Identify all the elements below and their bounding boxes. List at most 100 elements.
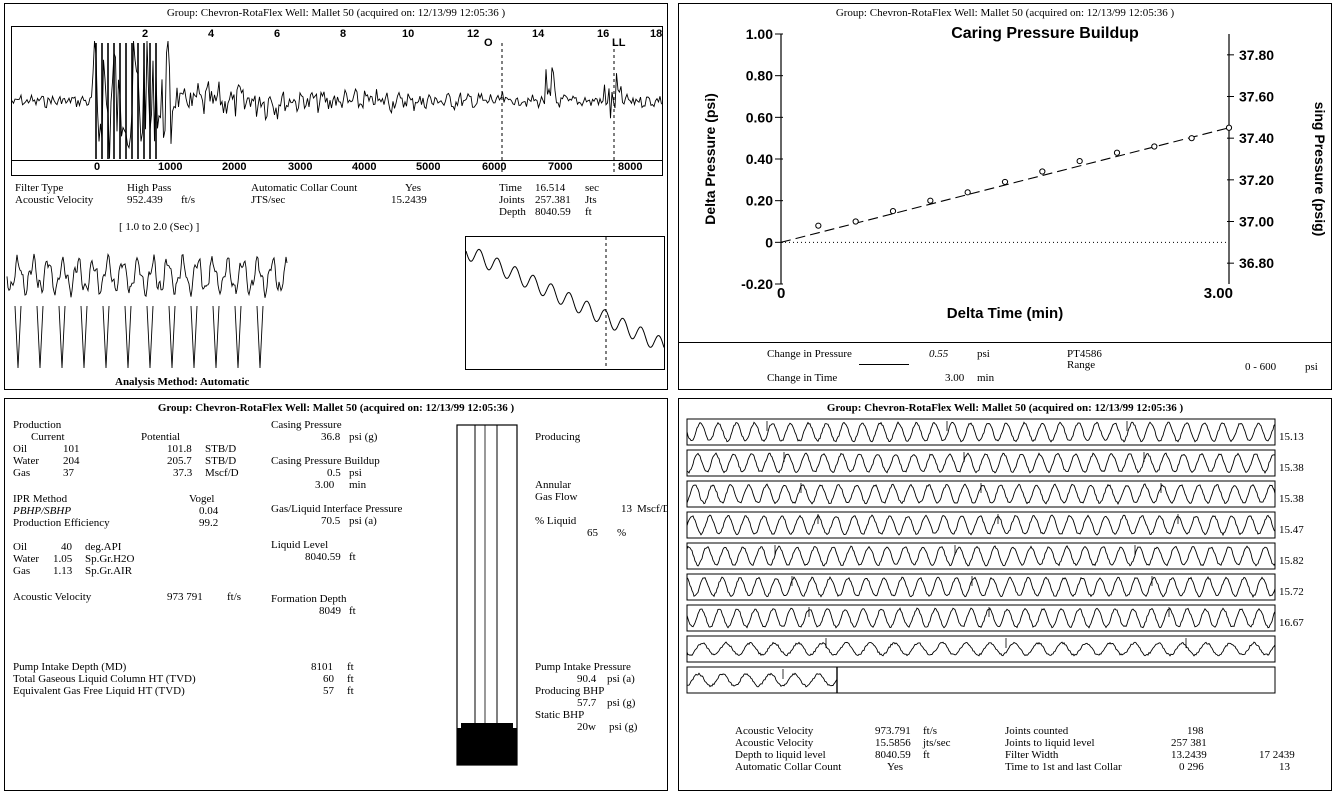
oil-potential: 101.8 (167, 443, 192, 455)
depth-label: Depth (499, 206, 526, 218)
egfl-value: 57 (323, 685, 334, 697)
range-unit: psi (1305, 361, 1318, 373)
zoom-spike (58, 305, 66, 369)
pbhp-label: PBHP/SBHP (13, 505, 72, 517)
oil-current: 101 (63, 443, 80, 455)
change-pressure-label: Change in Pressure (767, 348, 852, 360)
annular-label: Annular (535, 479, 572, 491)
acoustic-velocity-label: Acoustic Velocity (15, 194, 94, 206)
fluid-oil-unit: deg.API (85, 541, 122, 553)
y-tick-label: 1.00 (746, 26, 773, 42)
eff-label: Production Efficiency (13, 517, 110, 529)
detail-waveform (465, 248, 665, 348)
bottom-tick: 1000 (158, 161, 183, 173)
data-point (964, 189, 971, 196)
footer-jtl-value: 257 381 (1171, 737, 1207, 749)
depth-value: 8040.59 (535, 206, 571, 218)
joint-strip (686, 604, 1276, 632)
buildup-label: Casing Pressure Buildup (271, 455, 380, 467)
buildup-min-unit: min (349, 479, 367, 491)
top-tick-row: 2 4 6 8 10 12 14 16 18 (12, 28, 662, 42)
zoom-spike (256, 305, 264, 369)
production-panel-header: Group: Chevron-RotaFlex Well: Mallet 50 … (157, 402, 515, 414)
buildup-psi: 0.5 (327, 467, 341, 479)
change-time-unit: min (977, 372, 995, 384)
joint-traces-panel: Group: Chevron-RotaFlex Well: Mallet 50 … (678, 398, 1332, 791)
formation-depth-label: Formation Depth (271, 593, 347, 605)
glip-unit: psi (a) (349, 515, 377, 527)
liquid-level-value: 8040.59 (305, 551, 341, 563)
bottom-tick: 4000 (352, 161, 377, 173)
fluid-gas-value: 1.13 (53, 565, 73, 577)
gas-flow-label: Gas Flow (535, 491, 578, 503)
zoom-spike (190, 305, 198, 369)
change-pressure-value: 0.55 (929, 348, 949, 360)
filter-type-label: Filter Type (15, 182, 64, 194)
detail-trace-plot (465, 237, 665, 369)
footer-jtl-label: Joints to liquid level (1005, 737, 1095, 749)
bottom-tick: 7000 (548, 161, 573, 173)
depth-unit: ft (585, 206, 592, 218)
acoustic-waveform (11, 40, 662, 159)
zoom-trace-plot (6, 253, 288, 369)
av-label: Acoustic Velocity (13, 591, 92, 603)
gas-potential: 37.3 (173, 467, 193, 479)
bottom-tick: 2000 (222, 161, 247, 173)
joint-row-value: 15.38 (1279, 493, 1304, 505)
water-current: 204 (63, 455, 80, 467)
pressure-buildup-chart: Caring Pressure Buildup-0.2000.200.400.6… (702, 25, 1328, 322)
change-time-value: 3.00 (945, 372, 965, 384)
producing-label: Producing (535, 431, 581, 443)
fluid-water-label: Water (13, 553, 39, 565)
acoustic-trace-panel: Group: Chevron-RotaFlex Well: Mallet 50 … (4, 3, 668, 390)
acoustic-velocity-unit: ft/s (181, 194, 196, 206)
zoom-waveform (6, 253, 288, 298)
joint-row-value: 15.13 (1279, 431, 1304, 443)
footer-jc-value: 198 (1187, 725, 1204, 737)
casing-outline (456, 424, 518, 766)
footer-dll-label: Depth to liquid level (735, 749, 826, 761)
x-tick-label: 0 (777, 285, 785, 302)
footer-av1-value: 973.791 (875, 725, 911, 737)
data-point (1113, 149, 1121, 156)
fluid-oil-label: Oil (13, 541, 28, 553)
footer-av2-value: 15.5856 (875, 737, 911, 749)
y2-tick-label: 37.60 (1239, 89, 1274, 105)
time-value: 16.514 (535, 182, 566, 194)
egfl-unit: ft (347, 685, 354, 697)
data-point (1188, 135, 1195, 142)
data-point (889, 207, 897, 215)
glip-value: 70.5 (321, 515, 341, 527)
pbhp2-value: 57.7 (577, 697, 597, 709)
pip-value: 90.4 (577, 673, 597, 685)
joints-label: Joints (499, 194, 525, 206)
joint-row-value: 15.72 (1279, 586, 1304, 598)
chart-title: Caring Pressure Buildup (951, 25, 1139, 42)
acoustic-trace-box: 2 4 6 8 10 12 14 16 18 O LL 0 1000 2000 … (11, 26, 663, 176)
glip-label: Gas/Liquid Interface Pressure (271, 503, 403, 515)
joint-strip (686, 573, 1276, 601)
y2-tick-label: 37.40 (1239, 130, 1274, 146)
joint-waveform (686, 607, 1276, 629)
av-value: 973 791 (167, 591, 203, 603)
footer-tfl-label: Time to 1st and last Collar (1005, 761, 1122, 773)
casing-pressure-label: Casing Pressure (271, 419, 342, 431)
top-tick: 2 (142, 28, 149, 40)
egfl-label: Equivalent Gas Free Liquid HT (TVD) (13, 685, 185, 697)
top-tick: 4 (208, 28, 215, 40)
pressure-buildup-panel: Group: Chevron-RotaFlex Well: Mallet 50 … (678, 3, 1332, 390)
joint-row-value: 15.38 (1279, 462, 1304, 474)
current-label: Current (31, 431, 65, 443)
pbhp2-unit: psi (g) (607, 697, 636, 709)
joint-strip (686, 635, 1276, 663)
pip-label: Pump Intake Pressure (535, 661, 631, 673)
top-tick: 14 (532, 28, 545, 40)
water-label: Water (13, 455, 39, 467)
y-tick-label: 0.20 (746, 193, 773, 209)
time-label: Time (499, 182, 522, 194)
range-label: Range (1067, 359, 1096, 371)
liquid-column (457, 728, 517, 765)
change-pressure-unit: psi (977, 348, 990, 360)
auto-collar-label: Automatic Collar Count (251, 182, 358, 194)
joint-row-value: 15.47 (1279, 524, 1304, 536)
